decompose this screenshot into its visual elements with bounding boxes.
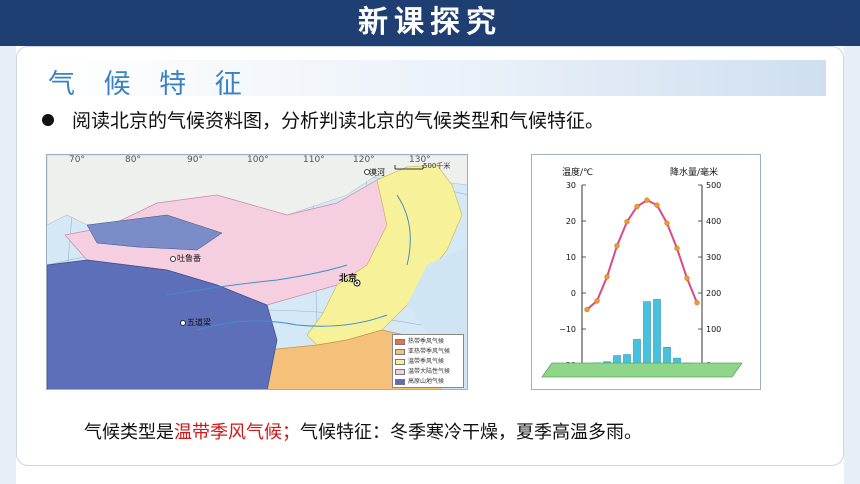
- precipitation-bar: [653, 299, 661, 366]
- conclusion-text: 气候类型是温带季风气候；气候特征：冬季寒冷干燥，夏季高温多雨。: [84, 418, 642, 444]
- header-bar: 新课探究: [0, 0, 860, 46]
- temperature-point: [634, 203, 640, 210]
- lon-label: 80°: [125, 155, 141, 165]
- temperature-point: [604, 274, 610, 280]
- climate-chart: 温度/℃ 降水量/毫米 3020100−10−20500400300200100…: [531, 154, 761, 390]
- precipitation-bar: [633, 339, 641, 366]
- climate-map-svg: [47, 155, 467, 389]
- section-title: 气 候 特 征: [48, 69, 252, 100]
- temperature-point: [624, 219, 630, 225]
- section-header-band: [40, 60, 826, 96]
- temperature-point: [654, 202, 660, 208]
- legend-swatch: [395, 379, 405, 385]
- place-label-tulufan: 吐鲁番: [177, 254, 201, 263]
- chart-base: [541, 362, 743, 378]
- legend-item: 温带季风气候: [395, 357, 461, 367]
- right-tick-label: 400: [706, 217, 721, 226]
- left-tick-label: 20: [566, 217, 576, 226]
- lon-label: 120°: [353, 155, 375, 165]
- right-tick-label: 300: [706, 253, 721, 262]
- lon-label: 130°: [409, 155, 431, 165]
- legend-swatch: [395, 359, 405, 365]
- right-side-strip: [844, 46, 860, 484]
- temperature-point: [694, 300, 700, 306]
- legend-swatch: [395, 349, 405, 355]
- left-side-strip: [0, 46, 16, 484]
- right-tick-label: 100: [706, 325, 721, 334]
- right-tick-label: 200: [706, 289, 721, 298]
- lon-label: 110°: [303, 155, 325, 165]
- temperature-point: [614, 243, 620, 249]
- legend-swatch: [395, 339, 405, 345]
- lon-label: 90°: [187, 155, 203, 165]
- lon-label: 70°: [69, 155, 85, 165]
- precipitation-bar: [643, 301, 651, 366]
- place-label-beijing: 北京: [339, 274, 358, 284]
- climate-type-highlight: 温带季风气候；: [174, 422, 300, 443]
- left-tick-label: 10: [566, 253, 576, 262]
- legend-item: 热带季风气候: [395, 337, 461, 347]
- temperature-point: [584, 306, 590, 313]
- legend-item: 高原山地气候: [395, 377, 461, 387]
- left-tick-label: −10: [559, 325, 576, 334]
- temperature-point: [594, 298, 600, 304]
- temperature-line: [586, 198, 698, 311]
- temperature-point: [644, 197, 650, 203]
- conclusion-prefix: 气候类型是: [84, 422, 174, 443]
- temperature-point: [674, 245, 680, 252]
- temperature-point: [684, 275, 690, 281]
- scale-label: 500千米: [423, 162, 451, 170]
- lon-label: 100°: [247, 155, 269, 165]
- precipitation-bar: [663, 347, 671, 366]
- place-label-wudaoliang: 五道梁: [187, 318, 211, 327]
- legend-item: 温带大陆性气候: [395, 367, 461, 377]
- left-tick-label: 30: [566, 181, 576, 190]
- legend-item: 亚热带季风气候: [395, 347, 461, 357]
- right-axis-label: 降水量/毫米: [670, 166, 718, 178]
- left-axis-label: 温度/℃: [562, 166, 593, 178]
- bullet-icon: [42, 114, 54, 126]
- legend-swatch: [395, 369, 405, 375]
- header-title: 新课探究: [358, 5, 502, 40]
- conclusion-suffix: 气候特征：冬季寒冷干燥，夏季高温多雨。: [300, 422, 642, 443]
- right-tick-label: 500: [706, 181, 721, 190]
- climate-chart-svg: 温度/℃ 降水量/毫米 3020100−10−20500400300200100…: [541, 166, 743, 378]
- map-legend: 热带季风气候 亚热带季风气候 温带季风气候 温带大陆性气候 高原山地气候: [392, 334, 464, 388]
- left-tick-label: 0: [571, 289, 576, 298]
- temperature-point: [664, 220, 670, 226]
- question-text: 阅读北京的气候资料图，分析判读北京的气候类型和气候特征。: [72, 110, 605, 132]
- place-label-mohe: 漠河: [369, 168, 385, 177]
